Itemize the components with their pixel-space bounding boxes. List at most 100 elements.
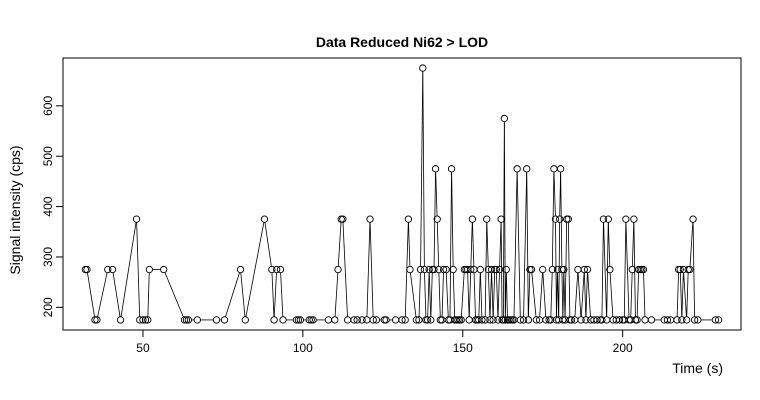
data-point (686, 265, 694, 274)
series-segment (563, 272, 566, 317)
series-segment (550, 272, 553, 317)
data-point (467, 265, 475, 274)
data-point (476, 265, 485, 274)
data-point (331, 316, 339, 324)
data-point (542, 316, 550, 324)
data-point (419, 64, 427, 72)
data-point (622, 215, 630, 223)
y-axis-label: Signal intensity (cps) (7, 145, 23, 274)
data-point (435, 265, 443, 274)
data-point (412, 316, 421, 324)
data-point (108, 265, 117, 274)
series-segment (478, 272, 481, 317)
data-point (272, 265, 281, 274)
series-segment (112, 272, 121, 317)
data-point (307, 316, 315, 324)
data-point (676, 265, 684, 274)
series-segment (526, 172, 529, 317)
data-point (583, 265, 592, 274)
data-point (582, 316, 590, 324)
plot-area-frame (62, 57, 742, 331)
series-segment (683, 272, 687, 317)
series-segment (607, 222, 611, 267)
series-segment (467, 272, 470, 317)
data-point (604, 215, 612, 223)
data-point (369, 316, 377, 324)
series-segment (420, 71, 424, 267)
data-point (220, 316, 229, 324)
series-segment (489, 272, 492, 317)
data-point (382, 316, 390, 324)
x-axis: 50 100 150 200 (136, 329, 633, 355)
data-point (593, 316, 601, 324)
series-segment (567, 222, 571, 317)
data-point (260, 215, 269, 223)
series-segment (484, 222, 488, 317)
data-point (599, 215, 608, 223)
data-point (447, 165, 456, 173)
data-point (160, 265, 168, 274)
series-segment (686, 272, 689, 317)
data-point (673, 316, 681, 324)
data-point (136, 316, 144, 324)
data-point (603, 316, 611, 324)
series-segment (438, 272, 441, 317)
data-point (551, 215, 560, 223)
series-segment (428, 272, 432, 317)
data-point (366, 215, 374, 223)
series-segment (225, 272, 240, 317)
series-segment (500, 222, 503, 317)
series-segment (445, 272, 449, 317)
series-segment (633, 222, 636, 317)
series-segment (631, 222, 635, 267)
series-segment (273, 272, 277, 317)
series-segment (120, 222, 137, 317)
data-point (663, 316, 672, 324)
data-point (481, 316, 489, 324)
chart-title: Data Reduced Ni62 > LOD (316, 34, 488, 50)
data-point (139, 316, 147, 324)
data-point (502, 265, 510, 274)
series-segment (542, 272, 547, 317)
y-axis: 200 300 400 500 600 (41, 96, 64, 317)
series-segment (240, 272, 246, 317)
data-point (558, 265, 566, 274)
data-point (574, 265, 582, 274)
data-point (241, 316, 249, 324)
data-point (560, 265, 568, 274)
series-segment (136, 222, 141, 317)
data-point (694, 316, 702, 324)
series-segment (555, 222, 557, 317)
data-point (598, 316, 606, 324)
series-segment (551, 172, 555, 267)
data-point (564, 215, 572, 223)
data-point (457, 316, 465, 324)
data-point (516, 316, 524, 324)
data-point (294, 316, 303, 324)
series-segment (427, 272, 430, 317)
data-point (606, 265, 614, 274)
series-segment (369, 222, 374, 317)
data-point (427, 316, 435, 324)
data-point (145, 265, 153, 274)
data-point (180, 316, 189, 324)
data-point (309, 316, 317, 324)
data-point (639, 265, 648, 274)
series-segment (470, 222, 473, 267)
data-point (556, 215, 564, 223)
series-segment (245, 222, 265, 317)
series-segment (505, 272, 508, 317)
data-point (690, 316, 699, 324)
series-segment (449, 172, 452, 317)
data-point (431, 165, 440, 173)
data-point (236, 265, 245, 274)
data-point (406, 265, 414, 274)
data-point (527, 265, 536, 274)
series-segment (366, 222, 371, 317)
series-segment (337, 222, 342, 267)
data-point (499, 316, 508, 324)
data-point (548, 265, 556, 274)
y-tick-label: 400 (41, 196, 55, 216)
series-segment (577, 272, 582, 317)
data-point (442, 265, 450, 274)
